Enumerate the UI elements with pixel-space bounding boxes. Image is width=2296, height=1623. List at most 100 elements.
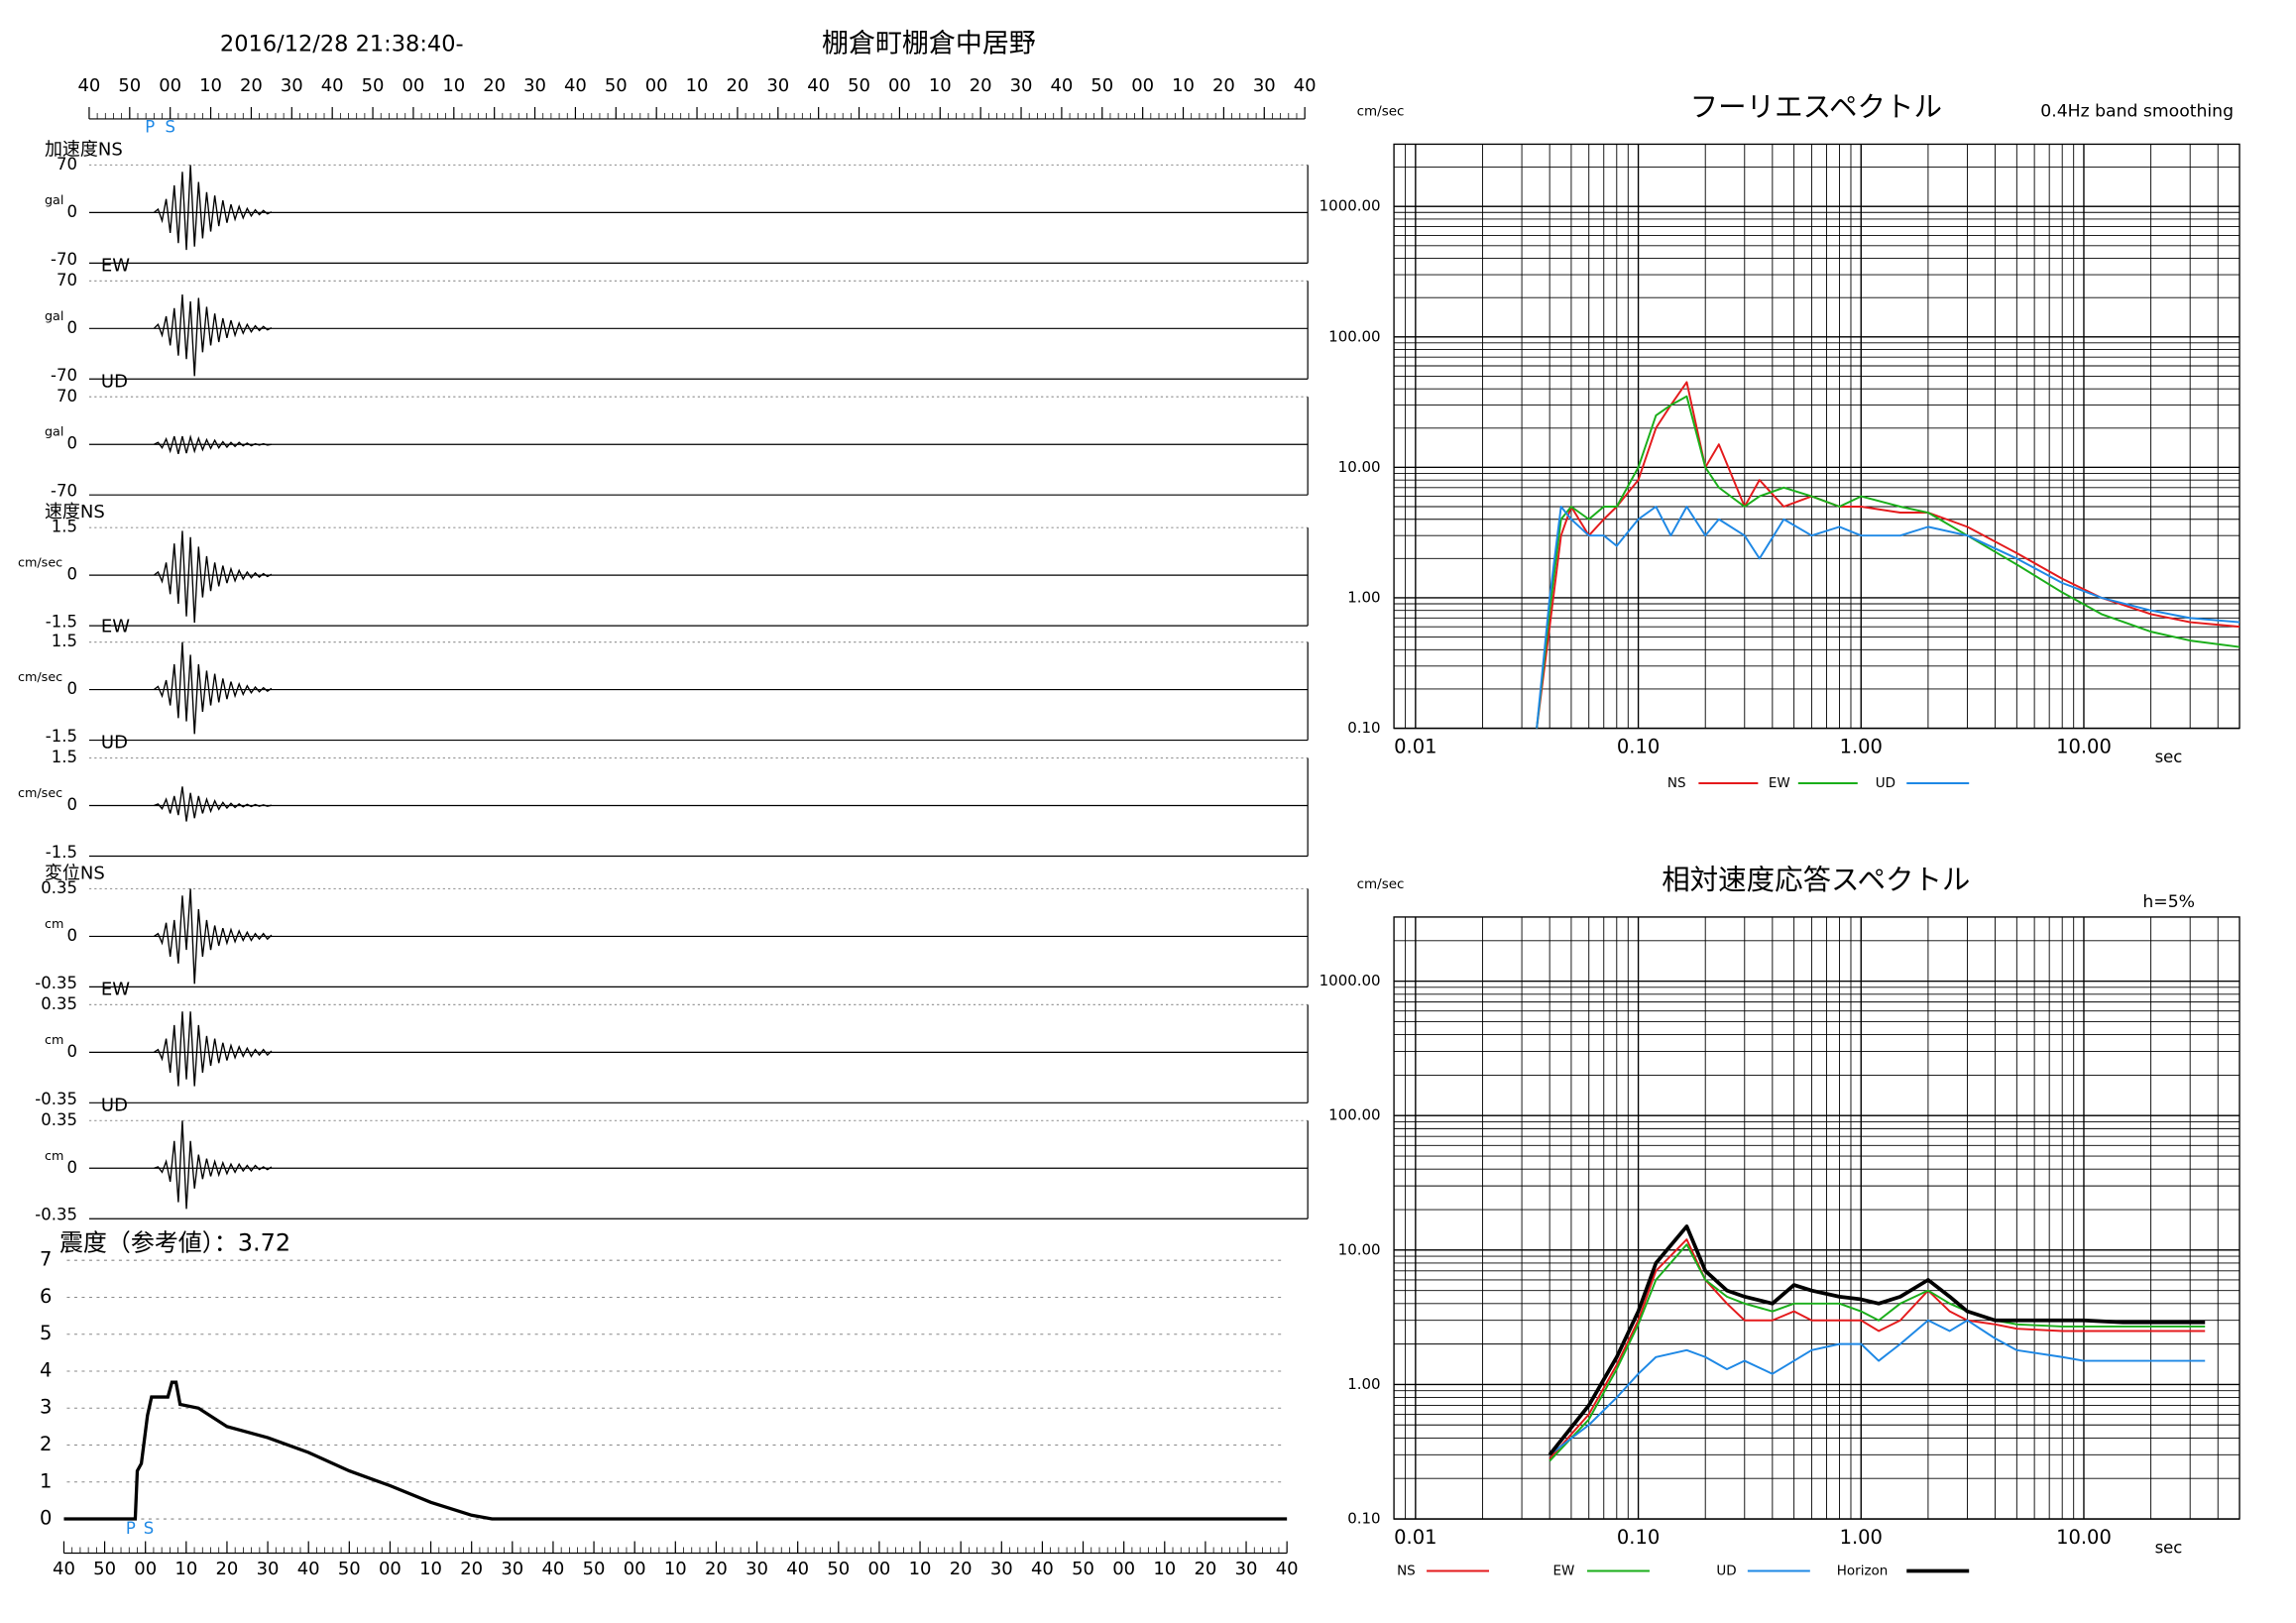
chart-title: 2016/12/28 21:38:40-: [220, 32, 464, 58]
x-tick-label: 50: [605, 75, 628, 96]
x-tick-label: 30: [1010, 75, 1033, 96]
x-tick-label: 40: [1294, 75, 1317, 96]
waveform: [153, 1011, 273, 1087]
pick-label: P: [145, 117, 155, 136]
x-tick-label: 40: [564, 75, 587, 96]
y-tick-label: -70: [51, 482, 77, 501]
x-tick-label: 40: [78, 75, 101, 96]
x-tick-label: 30: [746, 1559, 768, 1579]
panel-label: 速度NS: [45, 502, 105, 522]
x-tick-label: 10.00: [2056, 1526, 2112, 1549]
waveform: [153, 888, 273, 985]
x-axis-label: sec: [2155, 1539, 2183, 1558]
x-tick-label: 10: [419, 1559, 442, 1579]
x-tick-label: 40: [1031, 1559, 1054, 1579]
legend-label: UD: [1876, 775, 1895, 791]
unit-label: cm: [45, 1149, 63, 1164]
panel-label: 変位NS: [45, 863, 105, 883]
y-tick-label: 0: [66, 926, 76, 945]
x-tick-label: 50: [1072, 1559, 1094, 1579]
waveform: [153, 294, 273, 377]
spectrum-line: [1548, 1224, 2206, 1456]
y-axis-label: cm/sec: [1357, 876, 1405, 892]
x-axis-label: sec: [2155, 748, 2183, 766]
spectrum-line: [1549, 1243, 2206, 1462]
y-tick-label: 0.35: [41, 878, 77, 897]
x-tick-label: 30: [990, 1559, 1013, 1579]
x-tick-label: 50: [848, 75, 870, 96]
unit-label: cm: [45, 917, 63, 932]
unit-label: gal: [45, 425, 63, 440]
x-tick-label: 20: [705, 1559, 728, 1579]
x-tick-label: 50: [1091, 75, 1113, 96]
x-tick-label: 50: [93, 1559, 116, 1579]
y-tick-label: 100.00: [1328, 327, 1380, 345]
unit-label: cm: [45, 1033, 63, 1048]
y-tick-label: -1.5: [46, 727, 77, 746]
x-tick-label: 00: [1131, 75, 1154, 96]
y-axis-label: cm/sec: [1357, 103, 1405, 119]
x-tick-label: 20: [1194, 1559, 1216, 1579]
y-tick-label: 0: [66, 1158, 76, 1177]
y-tick-label: 1.5: [52, 632, 77, 650]
x-tick-label: 40: [321, 75, 344, 96]
x-tick-label: 20: [460, 1559, 483, 1579]
x-tick-label: 00: [379, 1559, 402, 1579]
x-tick-label: 50: [338, 1559, 361, 1579]
x-tick-label: 10: [1153, 1559, 1176, 1579]
x-tick-label: 1.00: [1840, 1526, 1883, 1549]
y-tick-label: 4: [40, 1358, 52, 1381]
x-tick-label: 40: [297, 1559, 320, 1579]
y-tick-label: 6: [40, 1285, 52, 1308]
y-tick-label: 0: [66, 202, 76, 221]
waveform: [154, 786, 273, 822]
chart-subtitle: 0.4Hz band smoothing: [2040, 101, 2234, 121]
waveform: [154, 1120, 273, 1210]
y-tick-label: 10.00: [1338, 458, 1381, 476]
legend-label: NS: [1397, 1564, 1416, 1579]
x-tick-label: 0.10: [1617, 736, 1660, 758]
x-tick-label: 50: [583, 1559, 606, 1579]
y-tick-label: 70: [57, 387, 77, 406]
y-tick-label: 7: [40, 1248, 52, 1271]
plot-area: [1393, 916, 2240, 1520]
pick-label: S: [144, 1519, 154, 1538]
x-tick-label: 30: [523, 75, 546, 96]
waveform: [153, 530, 273, 624]
panel-label: UD: [101, 371, 128, 392]
unit-label: gal: [45, 193, 63, 208]
y-tick-label: 0: [66, 434, 76, 453]
y-tick-label: -0.35: [35, 1206, 77, 1224]
panel-label: UD: [101, 733, 128, 754]
y-tick-label: 10.00: [1338, 1240, 1381, 1258]
y-tick-label: 2: [40, 1433, 52, 1455]
y-tick-label: 3: [40, 1396, 52, 1419]
y-tick-label: 5: [40, 1322, 52, 1344]
x-tick-label: 20: [240, 75, 263, 96]
chart-title: 相対速度応答スペクトル: [1662, 864, 1970, 896]
x-tick-label: 40: [786, 1559, 809, 1579]
x-tick-label: 10: [909, 1559, 932, 1579]
plot-area: [1393, 143, 2240, 730]
x-tick-label: 10: [1172, 75, 1195, 96]
unit-label: gal: [45, 309, 63, 324]
panel-label: EW: [101, 979, 130, 999]
x-tick-label: 10: [199, 75, 222, 96]
x-tick-label: 0.01: [1394, 736, 1436, 758]
y-tick-label: 0: [40, 1507, 52, 1530]
y-tick-label: 1000.00: [1320, 972, 1381, 989]
x-tick-label: 1.00: [1840, 736, 1883, 758]
spectrum-line: [1536, 381, 2240, 729]
y-tick-label: 0.35: [41, 994, 77, 1013]
x-tick-label: 20: [950, 1559, 973, 1579]
y-tick-label: 1.5: [52, 518, 77, 536]
y-tick-label: 1.5: [52, 748, 77, 766]
x-tick-label: 40: [53, 1559, 75, 1579]
legend-label: Horizon: [1837, 1564, 1889, 1579]
chart-title: フーリエスペクトル: [1690, 90, 1942, 123]
y-tick-label: 1.00: [1347, 1375, 1380, 1393]
x-tick-label: 20: [483, 75, 506, 96]
y-tick-label: 0: [66, 679, 76, 698]
x-tick-label: 40: [807, 75, 830, 96]
